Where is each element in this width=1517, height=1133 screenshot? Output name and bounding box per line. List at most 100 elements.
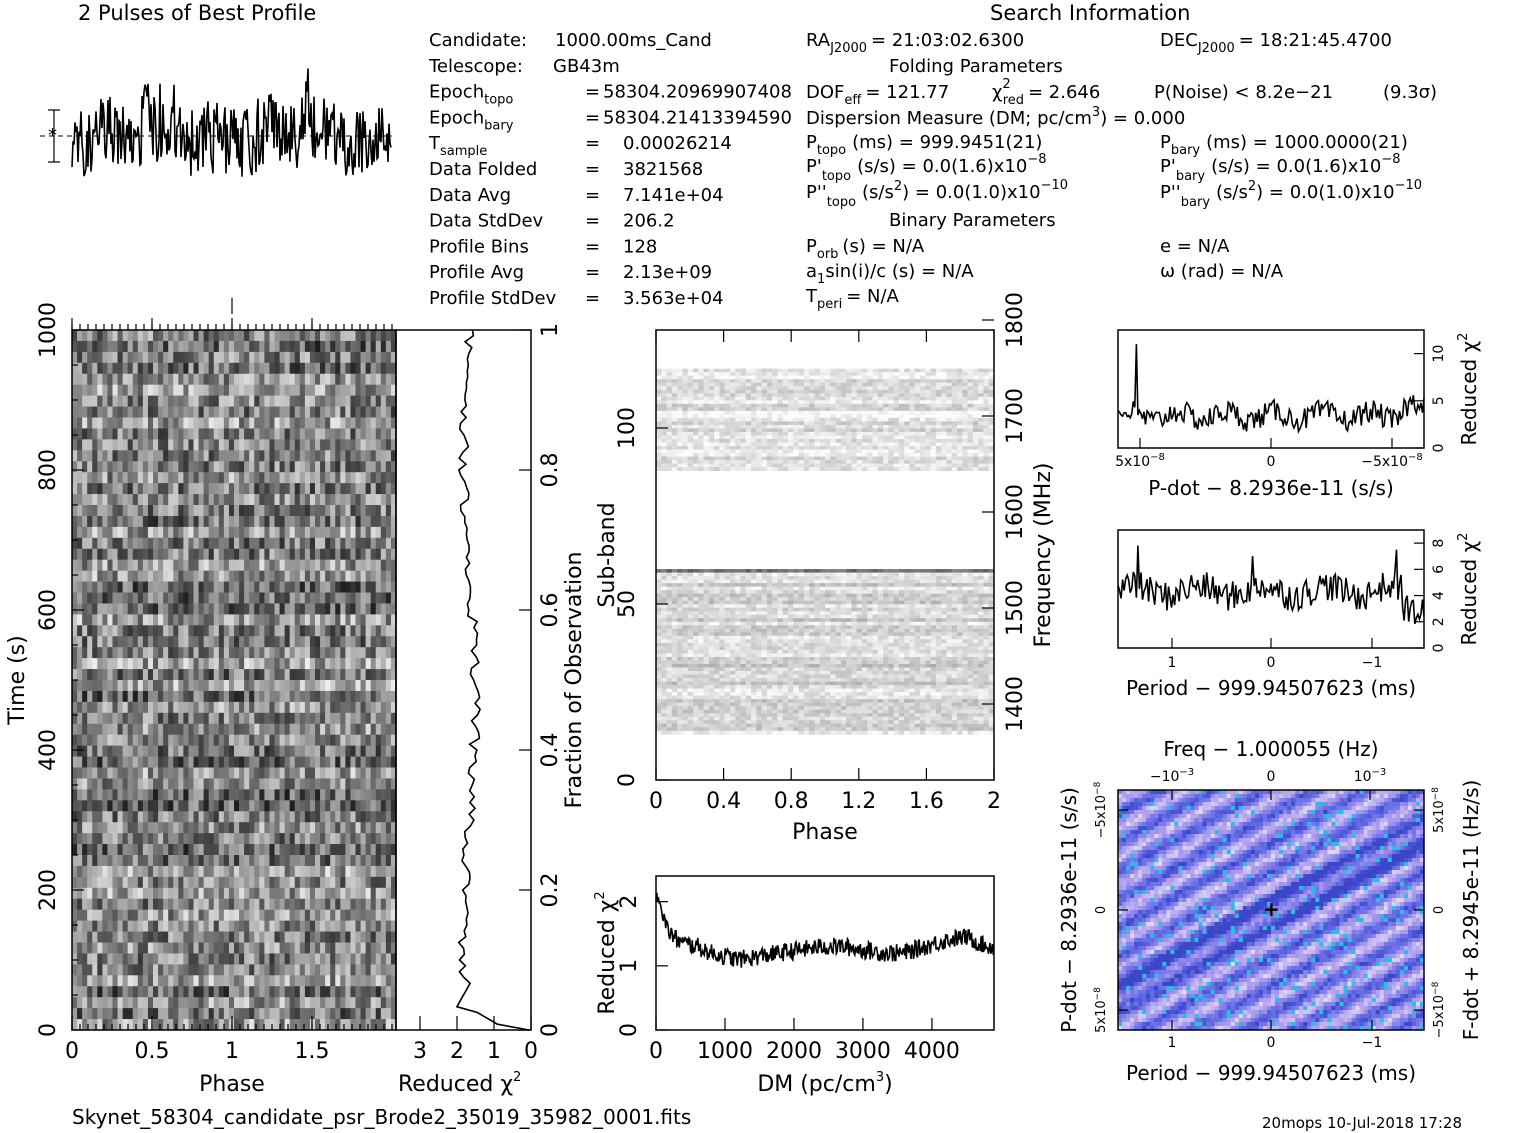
time-phase-cell	[178, 745, 184, 757]
time-phase-cell	[228, 1008, 235, 1020]
time-phase-cell	[360, 417, 367, 429]
subband-cell	[861, 368, 868, 373]
time-phase-cell	[127, 395, 134, 407]
time-phase-cell	[163, 494, 169, 506]
time-phase-cell	[117, 658, 124, 670]
time-phase-cell	[309, 428, 316, 440]
time-phase-cell	[97, 690, 103, 703]
time-phase-cell	[77, 603, 83, 615]
time-phase-cell	[122, 570, 129, 582]
time-phase-cell	[223, 811, 230, 823]
time-tick-label: 1000	[36, 302, 61, 358]
time-phase-cell	[370, 636, 377, 648]
time-phase-cell	[299, 822, 306, 834]
time-phase-cell	[92, 778, 98, 790]
time-phase-cell	[142, 548, 149, 561]
time-phase-cell	[380, 384, 387, 397]
time-phase-cell	[390, 964, 396, 976]
time-phase-cell	[137, 614, 144, 626]
time-phase-cell	[370, 581, 377, 593]
phase-tick-label: 1.5	[295, 1039, 330, 1064]
subband-cell	[772, 389, 778, 394]
time-phase-cell	[213, 384, 220, 397]
time-phase-cell	[117, 581, 124, 593]
time-phase-cell	[289, 789, 296, 801]
subband-cell	[761, 396, 768, 401]
time-phase-cell	[385, 603, 392, 615]
time-phase-cell	[178, 417, 184, 429]
time-phase-cell	[188, 701, 194, 714]
time-phase-cell	[380, 756, 387, 768]
time-phase-cell	[102, 898, 108, 911]
time-phase-cell	[370, 887, 377, 900]
time-phase-cell	[279, 515, 286, 528]
subband-cell	[682, 372, 689, 377]
time-phase-cell	[208, 953, 215, 965]
time-phase-cell	[304, 822, 311, 834]
time-phase-cell	[168, 373, 174, 386]
time-phase-cell	[340, 603, 346, 615]
time-phase-cell	[158, 526, 164, 539]
subband-cell	[729, 379, 736, 384]
time-phase-cell	[193, 647, 199, 659]
time-phase-cell	[360, 1019, 367, 1030]
time-phase-cell	[315, 581, 321, 593]
time-phase-cell	[228, 373, 235, 386]
time-phase-cell	[380, 647, 387, 659]
time-phase-cell	[92, 756, 98, 768]
time-phase-cell	[284, 822, 291, 834]
time-phase-cell	[92, 701, 98, 714]
time-phase-cell	[163, 340, 169, 353]
info-value: 206.2	[623, 211, 675, 232]
time-phase-cell	[234, 767, 240, 779]
subband-cell	[920, 393, 926, 398]
time-phase-cell	[82, 975, 88, 987]
time-phase-cell	[158, 712, 164, 725]
time-phase-cell	[294, 701, 301, 714]
time-phase-cell	[264, 1008, 270, 1020]
time-phase-cell	[193, 450, 199, 462]
time-phase-cell	[274, 898, 280, 911]
time-phase-cell	[183, 581, 189, 593]
time-phase-cell	[127, 570, 134, 582]
time-phase-cell	[284, 669, 291, 681]
subband-cell	[925, 396, 932, 401]
time-phase-cell	[77, 942, 83, 954]
subband-cell	[772, 379, 778, 384]
time-phase-cell	[213, 844, 220, 856]
time-phase-cell	[112, 362, 118, 375]
subband-cell	[735, 382, 741, 387]
time-phase-cell	[117, 373, 124, 386]
time-phase-cell	[304, 767, 311, 779]
time-phase-cell	[173, 636, 179, 648]
time-phase-cell	[163, 680, 169, 692]
time-phase-cell	[284, 723, 291, 736]
time-phase-cell	[299, 461, 306, 473]
time-phase-cell	[249, 592, 255, 604]
time-phase-cell	[168, 362, 174, 375]
time-phase-cell	[370, 450, 377, 462]
time-phase-cell	[153, 417, 159, 429]
time-phase-cell	[142, 811, 149, 823]
time-phase-cell	[107, 494, 113, 506]
time-phase-cell	[198, 811, 205, 823]
time-phase-cell	[203, 920, 210, 932]
time-phase-cell	[178, 767, 184, 779]
time-phase-cell	[178, 636, 184, 648]
time-phase-cell	[330, 975, 336, 987]
time-phase-cell	[173, 712, 179, 725]
subband-cell	[877, 386, 884, 391]
time-phase-cell	[365, 756, 372, 768]
time-phase-cell	[158, 537, 164, 550]
time-phase-cell	[325, 898, 331, 911]
time-phase-cell	[269, 756, 275, 768]
time-phase-cell	[335, 876, 341, 889]
time-phase-cell	[213, 548, 220, 561]
time-phase-cell	[249, 472, 255, 484]
subband-cell	[692, 393, 699, 398]
time-phase-cell	[173, 734, 179, 747]
time-phase-cell	[274, 537, 280, 550]
time-phase-cell	[102, 745, 108, 757]
time-phase-cell	[304, 603, 311, 615]
time-phase-cell	[269, 406, 275, 418]
